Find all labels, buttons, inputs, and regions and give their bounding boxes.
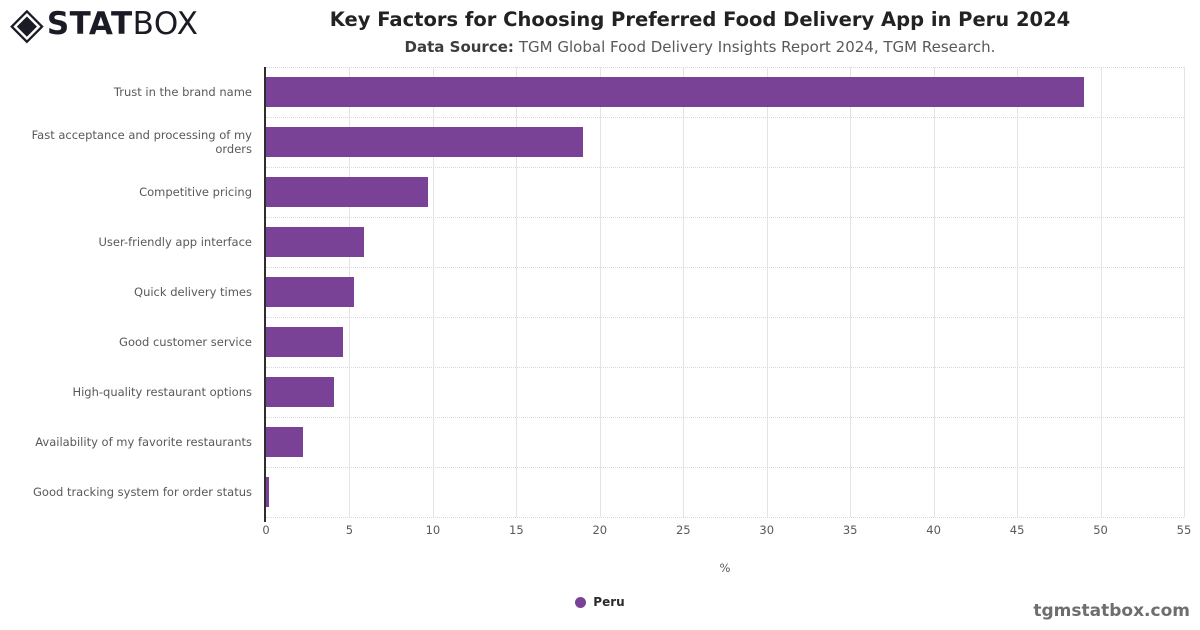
legend-marker-peru xyxy=(575,596,587,608)
category-label-availability-of-my-favorite-restaurants: Availability of my favorite restaurants xyxy=(35,435,252,449)
chart-header: Key Factors for Choosing Preferred Food … xyxy=(200,8,1200,56)
x-tick-35: 35 xyxy=(842,523,858,537)
category-label-quick-delivery-times: Quick delivery times xyxy=(134,285,252,299)
row-gridline xyxy=(266,367,1184,368)
bar-trust-in-the-brand-name xyxy=(266,77,1084,107)
bar-user-friendly-app-interface xyxy=(266,227,365,257)
x-tick-25: 25 xyxy=(675,523,691,537)
x-axis-ticks: 0 5 10 15 20 25 30 35 40 45 50 55 xyxy=(262,523,1191,539)
statbox-logo: ◈ STAT BOX xyxy=(10,0,199,49)
x-tick-40: 40 xyxy=(926,523,941,537)
row-gridline xyxy=(266,167,1184,168)
row-gridline xyxy=(266,317,1184,318)
bar-chart-plot-area xyxy=(264,67,1185,522)
x-tick-0: 0 xyxy=(262,523,270,537)
bar-quick-delivery-times xyxy=(266,277,355,307)
bar-high-quality-restaurant-options xyxy=(266,377,335,407)
category-label-high-quality-restaurant-options: High-quality restaurant options xyxy=(72,385,252,399)
legend: Peru xyxy=(0,595,1200,609)
gridline-x-40 xyxy=(933,67,935,517)
row-gridline xyxy=(266,417,1184,418)
category-label-good-customer-service: Good customer service xyxy=(119,335,252,349)
gridline-x-20 xyxy=(599,67,601,517)
category-label-competitive-pricing: Competitive pricing xyxy=(139,185,252,199)
bar-competitive-pricing xyxy=(266,177,428,207)
logo-text-box: BOX xyxy=(132,6,199,42)
diamond-logo-icon: ◈ xyxy=(10,0,44,49)
row-gridline xyxy=(266,517,1184,518)
category-label-good-tracking-system-for-order-status: Good tracking system for order status xyxy=(33,485,252,499)
data-source-text: TGM Global Food Delivery Insights Report… xyxy=(518,38,996,56)
row-gridline xyxy=(266,467,1184,468)
gridline-x-35 xyxy=(850,67,852,517)
x-tick-45: 45 xyxy=(1009,523,1025,537)
bar-fast-acceptance-and-processing-of-my-orders xyxy=(266,127,584,157)
watermark: tgmstatbox.com xyxy=(1033,601,1190,621)
row-gridline xyxy=(266,267,1184,268)
x-tick-30: 30 xyxy=(759,523,775,537)
x-tick-15: 15 xyxy=(509,523,524,537)
y-axis-line xyxy=(264,67,266,522)
gridline-x-30 xyxy=(766,67,768,517)
x-tick-10: 10 xyxy=(425,523,441,537)
gridline-x-55 xyxy=(1184,67,1185,517)
row-gridline xyxy=(266,217,1184,218)
gridline-x-10 xyxy=(432,67,434,517)
bar-good-tracking-system-for-order-status xyxy=(266,477,270,507)
logo-text-stat: STAT xyxy=(46,6,133,42)
category-label-user-friendly-app-interface: User-friendly app interface xyxy=(98,235,252,249)
gridline-x-45 xyxy=(1017,67,1019,517)
x-axis-label: % xyxy=(719,561,731,575)
gridline-x-15 xyxy=(516,67,518,517)
page-title: Key Factors for Choosing Preferred Food … xyxy=(329,8,1071,31)
row-gridline xyxy=(266,117,1184,118)
x-tick-20: 20 xyxy=(592,523,608,537)
x-tick-55: 55 xyxy=(1176,523,1192,537)
bar-good-customer-service xyxy=(266,327,343,357)
category-label-fast-acceptance-and-processing-of-my-orders: Fast acceptance and processing of my ord… xyxy=(31,128,252,156)
category-axis-labels: Trust in the brand name Fast acceptance a… xyxy=(0,67,252,517)
data-source-subtitle: Data Source: TGM Global Food Delivery Ins… xyxy=(200,38,1200,56)
bar-availability-of-my-favorite-restaurants xyxy=(266,427,303,457)
category-label-trust-in-the-brand-name: Trust in the brand name xyxy=(113,85,252,99)
gridline-x-50 xyxy=(1100,67,1102,517)
x-tick-50: 50 xyxy=(1093,523,1108,537)
data-source-label: Data Source: xyxy=(404,38,514,56)
x-tick-5: 5 xyxy=(345,523,354,537)
row-gridline xyxy=(266,67,1184,68)
legend-label-peru: Peru xyxy=(593,595,625,609)
gridline-x-25 xyxy=(683,67,685,517)
